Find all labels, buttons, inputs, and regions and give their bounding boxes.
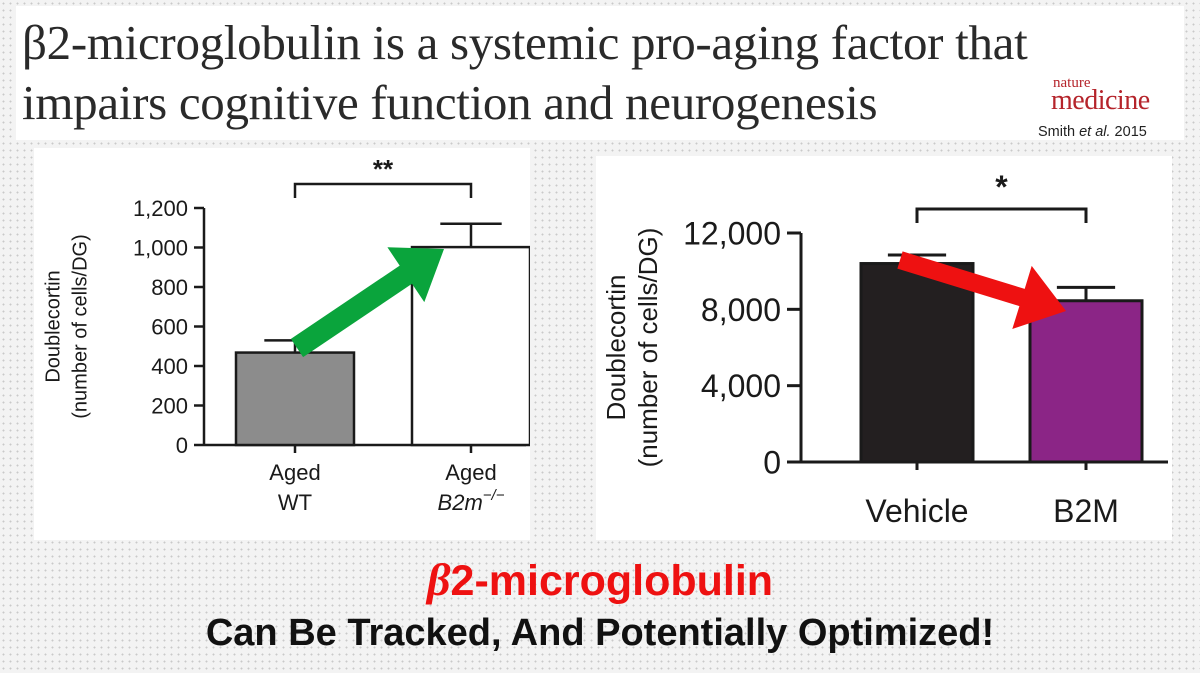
bar	[1028, 299, 1144, 464]
bar	[234, 351, 356, 447]
bar	[859, 262, 975, 464]
trend-arrow-down	[897, 251, 1066, 329]
citation-author: Smith	[1038, 124, 1080, 140]
x-category-label: B2m−/−	[438, 487, 505, 515]
y-tick-label: 0	[176, 433, 188, 458]
citation-year: 2015	[1110, 124, 1147, 140]
y-tick-label: 12,000	[683, 216, 781, 252]
x-category-label: Aged	[445, 460, 496, 485]
x-category-label: Aged	[269, 460, 320, 485]
significance-bracket	[293, 182, 473, 198]
citation: Smith et al. 2015	[1038, 124, 1147, 140]
x-category-label: WT	[278, 490, 312, 515]
y-axis-title: (number of cells/DG)	[633, 228, 663, 468]
footer-headline: β2-microglobulin	[0, 553, 1200, 606]
significance-bracket	[915, 207, 1088, 223]
footer-headline-rest: 2-microglobulin	[450, 557, 774, 605]
y-tick-label: 1,000	[133, 235, 188, 260]
chart-right: 0 4,000 8,000 12,000 Doublecortin (number of …	[601, 169, 1168, 529]
y-tick-label: 800	[151, 275, 188, 300]
title-panel: β2-microglobulin is a systemic pro-aging…	[16, 6, 1184, 140]
x-category-label: B2M	[1053, 493, 1119, 529]
y-axis-title: Doublecortin	[42, 270, 64, 382]
significance-stars: **	[373, 154, 394, 184]
trend-arrow-up	[290, 247, 444, 358]
headline-line-2: impairs cognitive function and neurogene…	[22, 75, 878, 130]
x-category-label: Vehicle	[865, 493, 968, 529]
y-tick-label: 600	[151, 314, 188, 339]
y-tick-label: 200	[151, 393, 188, 418]
y-tick-label: 1,200	[133, 196, 188, 221]
y-tick-label: 0	[763, 445, 781, 481]
chart-left: 0 200 400 600 800 1,000 1,200 Doublecortin (numb…	[42, 154, 530, 515]
footer-tagline: Can Be Tracked, And Potentially Optimize…	[205, 612, 995, 654]
headline-line-1: β2-microglobulin is a systemic pro-aging…	[22, 15, 1028, 70]
footer-beta: β	[426, 554, 451, 605]
y-tick-label: 8,000	[701, 292, 781, 328]
journal-logo-big: medicine	[1051, 85, 1150, 116]
chart-panel-right: 0 4,000 8,000 12,000 Doublecortin (number of …	[596, 156, 1172, 540]
y-tick-label: 400	[151, 354, 188, 379]
y-axis-title: Doublecortin	[601, 275, 631, 421]
chart-panel-left: 0 200 400 600 800 1,000 1,200 Doublecortin (numb…	[34, 148, 530, 540]
x-category-superscript: −/−	[483, 487, 505, 504]
significance-stars: *	[995, 169, 1008, 205]
y-axis-title: (number of cells/DG)	[69, 234, 91, 419]
y-tick-label: 4,000	[701, 368, 781, 404]
citation-etal: et al.	[1079, 124, 1111, 140]
journal-logo-small: nature	[1053, 75, 1091, 91]
